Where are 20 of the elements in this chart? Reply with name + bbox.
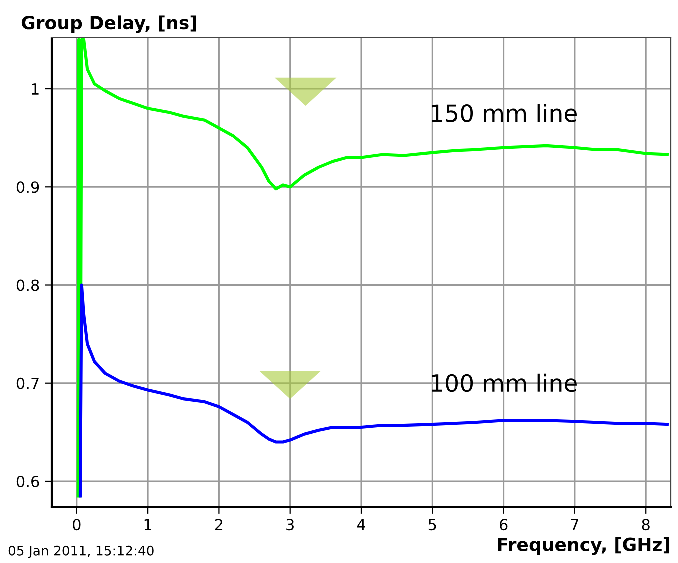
x-tick-label: 5	[428, 519, 436, 531]
x-tick-label: 6	[500, 519, 508, 531]
y-tick-label: 0.6	[16, 476, 40, 488]
y-tick-label: 0.9	[16, 182, 40, 194]
text: 05 Jan 2011, 15:12:40	[8, 546, 154, 558]
y-tick-label: 0.8	[16, 280, 40, 292]
y-tick-label: 0.7	[16, 378, 39, 390]
x-axis-title: Frequency, [GHz]	[498, 537, 670, 556]
series-label: 100 mm line	[432, 374, 577, 392]
x-tick-label: 0	[73, 519, 81, 531]
line-series	[78, 284, 669, 498]
x-tick-label: 8	[642, 519, 650, 531]
y-tick-label: 1	[32, 84, 39, 95]
x-tick-label: 4	[357, 519, 366, 530]
x-tick-label: 7	[571, 519, 579, 530]
x-tick-label: 3	[286, 519, 294, 531]
x-tick-label: 1	[144, 519, 152, 530]
y-axis-title: Group Delay, [ns]	[22, 16, 196, 34]
series-label: 150 mm line	[432, 104, 577, 122]
x-tick-label: 2	[215, 519, 223, 530]
